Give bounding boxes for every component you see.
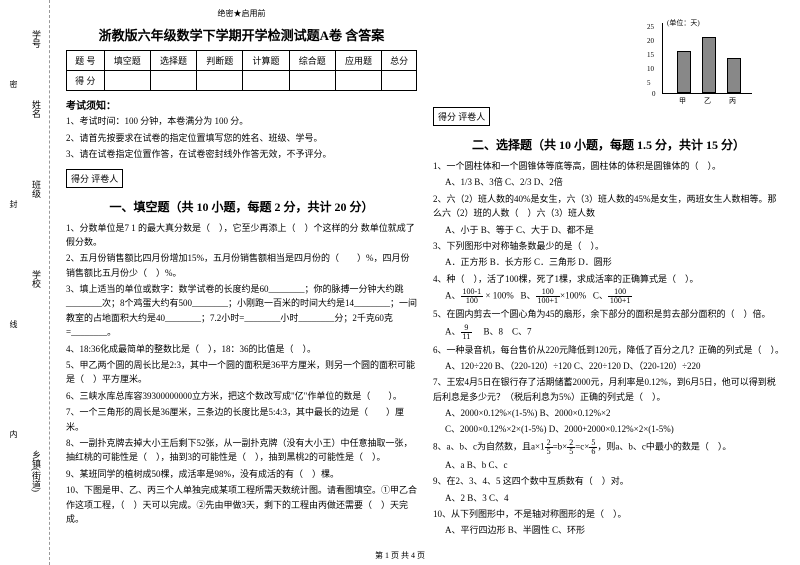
q2-9-opts: A、2 B、3 C、4 (433, 491, 784, 505)
th-num: 题 号 (67, 51, 105, 71)
seal-text-4: 内 (8, 430, 19, 438)
q2-2-opts: A、小于 B、等于 C、大于 D、都不是 (433, 223, 784, 237)
chart-ylabel: (单位：天) (667, 18, 700, 28)
y-axis (662, 23, 663, 93)
seal-text-2: 封 (8, 200, 19, 208)
grader-box-1: 得分 评卷人 (66, 169, 123, 188)
exam-title: 浙教版六年级数学下学期开学检测试题A卷 含答案 (66, 25, 417, 44)
q2-7-opts-a: A、2000×0.12%×(1-5%) B、2000×0.12%×2 (433, 406, 784, 420)
q1-5: 5、甲乙两个圆的周长比是2:3，其中一个圆的面积是36平方厘米，则另一个圆的面积… (66, 358, 417, 387)
xlabel-3: 丙 (729, 96, 736, 106)
q2-7: 7、王宏4月5日在银行存了活期储蓄2000元，月利率是0.12%，到6月5日，他… (433, 375, 784, 404)
page-footer: 第 1 页 共 4 页 (375, 550, 425, 561)
q2-7-opts-b: C、2000×0.12%×2×(1-5%) D、2000+2000×0.12%×… (433, 422, 784, 436)
q1-3: 3、填上适当的单位或数字：数学试卷的长度约是60________；你的脉搏一分钟… (66, 282, 417, 340)
binding-label-id: 学号 (30, 30, 43, 48)
x-axis (662, 93, 752, 94)
th-comp: 综合题 (289, 51, 335, 71)
q2-8: 8、a、b、c为自然数，且a×125=b×25=c×56，则a、b、c中最小的数… (433, 439, 784, 456)
q2-5-opts: A、911 B、8 C、7 (433, 324, 784, 341)
q1-7: 7、一个三角形的周长是36厘米，三条边的长度比是5:4:3，其中最长的边是（ ）… (66, 405, 417, 434)
binding-margin: 学号 姓名 班级 学校 乡镇(街道) 密 封 线 内 (0, 0, 50, 565)
th-total: 总分 (382, 51, 417, 71)
seal-text-3: 线 (8, 320, 19, 328)
q2-6: 6、一种录音机，每台售价从220元降低到120元，降低了百分之几？正确的列式是（… (433, 343, 784, 357)
ytick-0: 0 (652, 90, 656, 98)
bar-chart: (单位：天) 25 20 15 10 5 0 甲 乙 丙 (642, 18, 762, 98)
binding-label-class: 班级 (30, 180, 43, 198)
notice-1: 1、考试时间：100 分钟，本卷满分为 100 分。 (66, 115, 417, 129)
ytick-10: 10 (647, 65, 654, 73)
score-table: 题 号 填空题 选择题 判断题 计算题 综合题 应用题 总分 得 分 (66, 50, 417, 91)
th-judge: 判断题 (197, 51, 243, 71)
grader-box-2: 得分 评卷人 (433, 107, 490, 126)
notice-title: 考试须知： (66, 97, 417, 112)
th-calc: 计算题 (243, 51, 289, 71)
binding-label-town: 乡镇(街道) (30, 450, 43, 492)
th-choice: 选择题 (150, 51, 196, 71)
binding-label-name: 姓名 (30, 100, 43, 118)
ytick-5: 5 (647, 79, 651, 87)
q2-5: 5、在圆内剪去一个圆心角为45的扇形，余下部分的面积是剪去部分面积的（ ）倍。 (433, 307, 784, 321)
secrecy-header: 绝密★启用前 (66, 8, 417, 19)
q2-1-opts: A、1/3 B、3倍 C、2/3 D、2倍 (433, 175, 784, 189)
th-fill: 填空题 (104, 51, 150, 71)
q2-3-opts: A．正方形 B．长方形 C．三角形 D．圆形 (433, 255, 784, 269)
td-score: 得 分 (67, 71, 105, 91)
q2-6-opts: A、120÷220 B、（220-120）÷120 C、220÷120 D、（2… (433, 359, 784, 373)
q1-2: 2、五月份销售额比四月份增加15%，五月份销售额相当是四月份的（ ）%，四月份销… (66, 251, 417, 280)
q1-8: 8、一副扑克牌去掉大小王后剩下52张，从一副扑克牌（没有大小王）中任意抽取一张，… (66, 436, 417, 465)
q1-9: 9、某班同学的植树成50棵，成活率是98%，没有成活的有（ ）棵。 (66, 467, 417, 481)
q2-4: 4、种（ ），活了100棵，死了1棵，求成活率的正确算式是（ ）。 (433, 272, 784, 286)
bar-1 (677, 51, 691, 93)
right-column: (单位：天) 25 20 15 10 5 0 甲 乙 丙 得分 评卷人 二、选择… (425, 8, 792, 557)
section1-title: 一、填空题（共 10 小题，每题 2 分，共计 20 分） (66, 198, 417, 215)
q1-10: 10、下图是甲、乙、丙三个人单独完成某项工程所需天数统计图。请看图填空。①甲乙合… (66, 483, 417, 526)
q1-1: 1、分数单位是7 1 的最大真分数是（ ），它至少再添上（ ）个这样的分 数单位… (66, 221, 417, 250)
q2-10-opts: A、平行四边形 B、半圆性 C、环形 (433, 523, 784, 537)
bar-2 (702, 37, 716, 93)
section2-title: 二、选择题（共 10 小题，每题 1.5 分，共计 15 分） (433, 136, 784, 153)
bar-3 (727, 58, 741, 93)
notice-2: 2、请首先按要求在试卷的指定位置填写您的姓名、班级、学号。 (66, 132, 417, 146)
notice-3: 3、请在试卷指定位置作答，在试卷密封线外作答无效，不予评分。 (66, 148, 417, 162)
ytick-25: 25 (647, 23, 654, 31)
q2-8-opts: A、a B、b C、c (433, 458, 784, 472)
xlabel-2: 乙 (704, 96, 711, 106)
main-content: 绝密★启用前 浙教版六年级数学下学期开学检测试题A卷 含答案 题 号 填空题 选… (50, 0, 800, 565)
q2-2: 2、六（2）班人数的40%是女生，六（3）班人数的45%是女生，两班女生人数相等… (433, 192, 784, 221)
th-app: 应用题 (335, 51, 381, 71)
q1-4: 4、18:36化成最简单的整数比是（ ），18：36的比值是（ ）。 (66, 342, 417, 356)
binding-label-school: 学校 (30, 270, 43, 288)
ytick-15: 15 (647, 51, 654, 59)
q2-1: 1、一个圆柱体和一个圆锥体等底等高，圆柱体的体积是圆锥体的（ ）。 (433, 159, 784, 173)
seal-text-1: 密 (8, 80, 19, 88)
left-column: 绝密★启用前 浙教版六年级数学下学期开学检测试题A卷 含答案 题 号 填空题 选… (58, 8, 425, 557)
ytick-20: 20 (647, 37, 654, 45)
q2-4-opts: A、100-1100 × 100% B、100100+1×100% C、1001… (433, 288, 784, 305)
q2-9: 9、在2、3、4、5 这四个数中互质数有（ ）对。 (433, 474, 784, 488)
q1-6: 6、三峡水库总库容39300000000立方米，把这个数改写成"亿"作单位的数是… (66, 389, 417, 403)
q2-3: 3、下列图形中对称轴条数最少的是（ ）。 (433, 239, 784, 253)
q2-10: 10、从下列图形中，不是轴对称图形的是（ ）。 (433, 507, 784, 521)
xlabel-1: 甲 (679, 96, 686, 106)
